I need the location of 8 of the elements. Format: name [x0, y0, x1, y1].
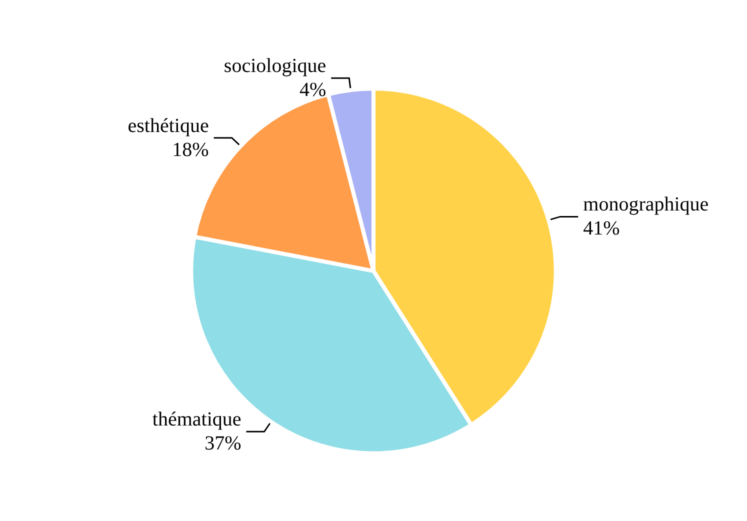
data-label: 4% — [299, 79, 326, 102]
slice-label: esthétique — [128, 114, 209, 137]
data-label: 18% — [172, 138, 209, 161]
slice-label: sociologique — [224, 55, 326, 78]
slice-label: thématique — [152, 408, 242, 431]
data-label: 41% — [583, 218, 620, 240]
data-label: 37% — [204, 432, 242, 455]
slice-label: monographique — [583, 194, 709, 216]
